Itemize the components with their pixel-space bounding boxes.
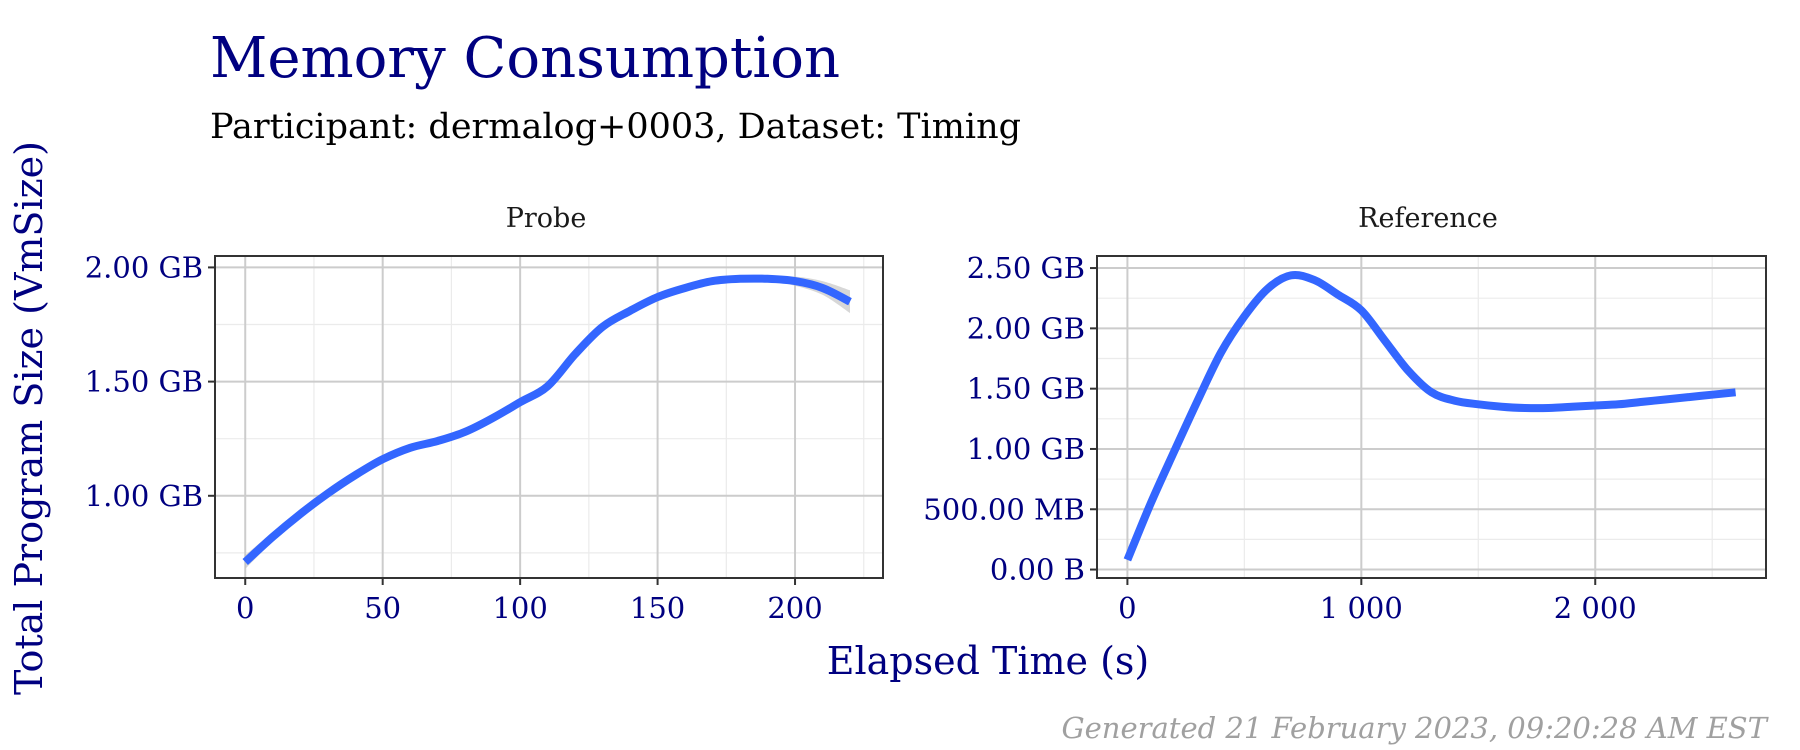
x-tick-label: 100 <box>492 591 547 625</box>
y-tick-label: 2.00 GB <box>85 250 203 284</box>
caption: Generated 21 February 2023, 09:20:28 AM … <box>1061 711 1769 745</box>
y-tick-label: 1.50 GB <box>85 365 203 399</box>
x-tick-label: 0 <box>1118 591 1136 625</box>
series-line-reference <box>1123 270 1737 562</box>
y-tick-label: 1.00 GB <box>85 479 203 513</box>
panel-reference: 0 1 000 2 000 0.00 B 500.00 MB 1.00 GB 1.50 GB… <box>923 251 1767 625</box>
y-tick-label: 2.00 GB <box>967 311 1085 345</box>
y-axis-label: Total Program Size (VmSize) <box>7 141 51 695</box>
x-tick-label: 1 000 <box>1320 591 1403 625</box>
x-axis-label: Elapsed Time (s) <box>827 639 1150 683</box>
chart-title: Memory Consumption <box>210 26 840 91</box>
chart-subtitle: Participant: dermalog+0003, Dataset: Tim… <box>210 107 1021 147</box>
y-tick-label: 1.50 GB <box>967 372 1085 406</box>
panel-border-reference <box>1096 255 1767 579</box>
x-tick-label: 0 <box>236 591 254 625</box>
series-line-probe <box>242 274 852 565</box>
y-tick-label: 2.50 GB <box>967 251 1085 285</box>
panel-probe: 0 50 100 150 200 1.00 GB 1.50 GB 2.00 GB <box>85 250 884 625</box>
x-tick-label: 2 000 <box>1554 591 1637 625</box>
x-tick-label: 150 <box>630 591 685 625</box>
panel-title-probe: Probe <box>506 203 587 234</box>
x-tick-label: 200 <box>767 591 822 625</box>
confidence-ribbon-probe <box>245 276 850 569</box>
y-tick-label: 0.00 B <box>990 553 1085 587</box>
panel-border-probe <box>214 255 884 579</box>
x-tick-label: 50 <box>364 591 401 625</box>
panel-title-reference: Reference <box>1358 203 1498 234</box>
y-tick-label: 1.00 GB <box>967 432 1085 466</box>
y-tick-label: 500.00 MB <box>923 492 1085 526</box>
